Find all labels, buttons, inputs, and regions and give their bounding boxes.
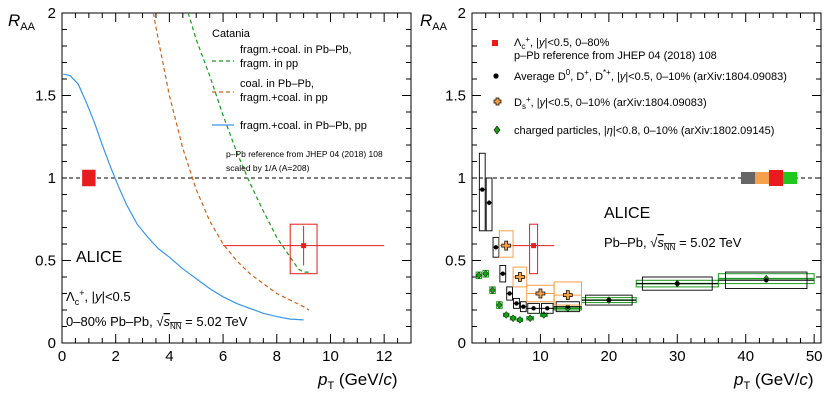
left-model-curves xyxy=(63,12,310,321)
charged-marker xyxy=(527,314,534,323)
charged-marker xyxy=(516,315,524,324)
left-y-axis-title: RAA xyxy=(8,11,36,33)
legend-label-blue: fragm.+coal. in Pb–Pb, pp xyxy=(240,120,367,132)
normalization-box-1 xyxy=(755,172,769,184)
right-x-tick-label: 30 xyxy=(669,348,686,365)
left-x-tick-label: 12 xyxy=(376,348,393,365)
average-d-marker xyxy=(521,304,526,309)
charged-marker xyxy=(496,301,503,309)
left-x-tick-label: 0 xyxy=(58,348,66,365)
average-d-marker xyxy=(480,187,485,192)
left-x-axis-title: pT (GeV/c) xyxy=(317,370,398,392)
legend-label-green: fragm.+coal. in Pb–Pb, xyxy=(240,44,352,56)
left-alice-label: ALICE xyxy=(76,249,122,266)
right-x-tick-label: 10 xyxy=(532,348,549,365)
average-d-marker xyxy=(764,278,769,283)
right-alice-label: ALICE xyxy=(604,205,650,222)
average-d-marker xyxy=(507,291,512,296)
ds-syst-box xyxy=(553,281,582,306)
legend-label-charged: charged particles, |η|<0.8, 0–10% (arXiv… xyxy=(514,125,774,137)
lambdac-syst-box xyxy=(529,223,539,275)
average-d-marker xyxy=(500,271,505,276)
normalization-box-3 xyxy=(783,172,797,184)
legend-marker-lambdac xyxy=(492,40,498,46)
right-panel: 10 20 30 40 50 0 0.5 1 1.5 2 RAA pT (GeV/c) Λc+, … xyxy=(420,5,823,392)
right-y-axis-title: RAA xyxy=(420,11,448,33)
legend-label-lambdac-ref: p–Pb reference from JHEP 04 (2018) 108 xyxy=(514,50,717,62)
left-x-tick-label: 8 xyxy=(273,348,281,365)
legend-label-average-d: Average D0, D+, D*+, |y|<0.5, 0–10% (arX… xyxy=(514,68,787,83)
legend-label-orange-2: fragm.+coal. in pp xyxy=(240,92,328,104)
ds-marker xyxy=(535,288,546,299)
average-d-marker xyxy=(545,306,550,311)
ds-marker xyxy=(501,240,512,251)
right-x-tick-label: 20 xyxy=(601,348,618,365)
left-y-tick-label: 0.5 xyxy=(35,253,56,270)
legend-label-lambdac: Λc+, |y|<0.5, 0–80% xyxy=(514,35,610,51)
lambdac-marker xyxy=(531,243,537,249)
left-data-points xyxy=(82,169,385,275)
average-d-marker xyxy=(606,297,612,303)
right-axis-ticks: 10 20 30 40 50 0 0.5 1 1.5 2 xyxy=(445,5,822,365)
right-y-tick-label: 0 xyxy=(458,335,466,352)
right-y-tick-label: 0.5 xyxy=(445,253,466,270)
legend-label-green-2: fragm. in pp xyxy=(240,58,298,70)
left-x-tick-label: 4 xyxy=(165,348,173,365)
average-d-syst-box xyxy=(485,177,493,232)
charged-marker xyxy=(475,271,482,280)
ds-syst-box xyxy=(498,230,514,258)
legend-marker-average-d xyxy=(493,73,499,79)
lambdac-marker xyxy=(301,243,307,249)
left-y-tick-label: 0 xyxy=(48,335,56,352)
average-d-marker xyxy=(565,304,571,309)
average-d-marker xyxy=(493,245,499,250)
left-model-curve-0 xyxy=(187,12,309,273)
left-panel: 0 2 4 6 8 10 12 0 0.5 1 1.5 2 RAA pT (GeV/c) Catani… xyxy=(8,5,412,392)
average-d-marker xyxy=(531,306,536,311)
ppb-scale-note: scaled by 1/A (A=208) xyxy=(226,163,310,173)
left-lambdac-label: Λc+, |y|<0.5 xyxy=(66,288,131,307)
ds-marker xyxy=(515,272,525,282)
right-y-tick-label: 2 xyxy=(458,5,466,22)
left-model-curve-1 xyxy=(152,12,310,311)
left-x-tick-label: 6 xyxy=(219,348,227,365)
left-model-curve-2 xyxy=(63,73,304,321)
right-system-label: Pb–Pb, √sNN = 5.02 TeV xyxy=(604,235,742,252)
right-data-points xyxy=(475,152,815,324)
left-y-tick-label: 2 xyxy=(48,5,56,22)
right-normalization-boxes xyxy=(741,170,797,186)
left-y-tick-label: 1 xyxy=(48,170,56,187)
left-axis-ticks: 0 2 4 6 8 10 12 0 0.5 1 1.5 2 xyxy=(35,5,412,365)
charged-marker xyxy=(482,269,489,278)
average-d-syst-box xyxy=(478,152,486,232)
charged-marker xyxy=(489,286,496,295)
average-d-marker xyxy=(514,301,519,306)
left-legend-header: Catania xyxy=(212,28,251,40)
left-y-tick-label: 1.5 xyxy=(35,88,56,105)
legend-marker-ds xyxy=(493,97,502,106)
left-x-tick-label: 10 xyxy=(322,348,339,365)
average-d-marker xyxy=(486,200,492,205)
right-y-tick-label: 1.5 xyxy=(445,88,466,105)
average-d-marker xyxy=(675,281,680,286)
normalization-box-0 xyxy=(741,172,755,184)
legend-label-orange: coal. in Pb–Pb, xyxy=(240,78,314,90)
left-system-label: 0–80% Pb–Pb, √sNN = 5.02 TeV xyxy=(66,314,248,331)
charged-marker xyxy=(503,311,510,319)
ppb-reference-box xyxy=(82,169,96,187)
legend-marker-charged xyxy=(493,125,501,135)
lambdac-syst-box xyxy=(289,223,318,275)
ppb-reference-note: p–Pb reference from JHEP 04 (2018) 108 xyxy=(226,149,383,159)
legend-label-ds: Ds+, |y|<0.5, 0–10% (arXiv:1804.09083) xyxy=(514,95,707,111)
right-x-tick-label: 50 xyxy=(806,348,823,365)
right-x-tick-label: 40 xyxy=(737,348,754,365)
right-x-axis-title: pT (GeV/c) xyxy=(733,370,814,392)
right-y-tick-label: 1 xyxy=(458,170,466,187)
ds-marker xyxy=(562,290,573,300)
charged-marker xyxy=(509,314,517,323)
left-x-tick-label: 2 xyxy=(112,348,120,365)
normalization-box-2 xyxy=(769,170,783,186)
